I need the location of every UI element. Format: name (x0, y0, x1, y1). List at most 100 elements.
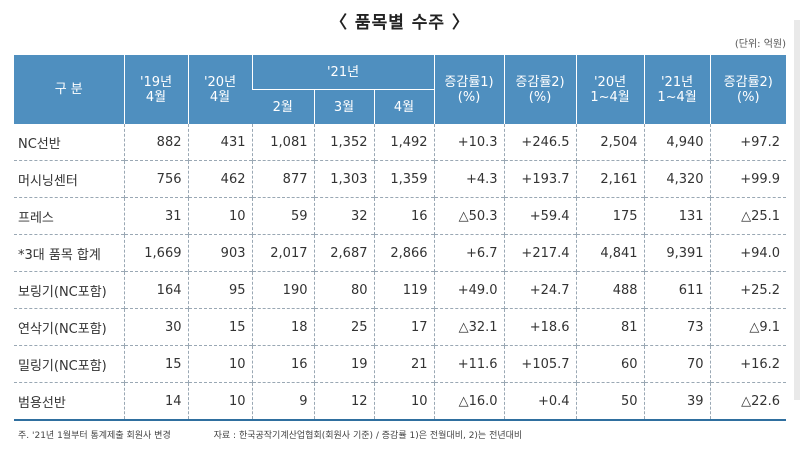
table-cell: 2,161 (575, 160, 645, 198)
table-cell: △25.1 (709, 197, 787, 235)
table-cell: 39 (643, 382, 711, 421)
header-21-jan-apr: '21년 1~4월 (643, 55, 711, 124)
table-cell: +97.2 (709, 124, 787, 161)
table-cell: 32 (313, 197, 374, 235)
header-chg1: 증감률1) (%) (433, 55, 505, 124)
table-cell: 16 (373, 197, 435, 235)
table-cell: 50 (575, 382, 645, 421)
row-label: 보링기(NC포함) (14, 271, 124, 309)
table-cell: 1,492 (373, 124, 435, 161)
table-cell: 10 (373, 382, 435, 421)
row-label: *3대 품목 합계 (14, 234, 124, 272)
table-cell: 59 (251, 197, 314, 235)
table-cell: +246.5 (503, 124, 577, 161)
table-cell: +6.7 (433, 234, 505, 272)
footer-note: 주. '21년 1월부터 통계제출 회원사 변경 (18, 431, 171, 441)
table-cell: 4,320 (643, 160, 711, 198)
table-cell: +193.7 (503, 160, 577, 198)
table-row: *3대 품목 합계 1,669 903 2,017 2,687 2,866 +6.7 +217… (14, 234, 787, 272)
table-cell: 2,017 (251, 234, 314, 272)
table-cell: 4,940 (643, 124, 711, 161)
header-19-apr: '19년 4월 (123, 55, 188, 124)
table-cell: +217.4 (503, 234, 577, 272)
header-chg3: 증감률2) (%) (709, 55, 787, 124)
table-cell: 18 (251, 308, 314, 346)
table-cell: 903 (187, 234, 252, 272)
header-feb: 2월 (252, 89, 314, 124)
table-cell: 164 (123, 271, 188, 309)
table-cell: 131 (643, 197, 711, 235)
table-cell: 95 (187, 271, 252, 309)
header-21-group: '21년 (251, 55, 435, 90)
table-row: 프레스 31 10 59 32 16 △50.3 +59.4 175 131 △25.1 (14, 197, 787, 235)
table-cell: 190 (251, 271, 314, 309)
table-cell: 877 (251, 160, 314, 198)
table-cell: +11.6 (433, 345, 505, 383)
table-body: NC선반 882 431 1,081 1,352 1,492 +10.3 +246.5 2,50… (14, 124, 787, 421)
table-cell: 10 (187, 345, 252, 383)
table-cell: 431 (187, 124, 252, 161)
table-cell: 1,669 (123, 234, 188, 272)
table-cell: 21 (373, 345, 435, 383)
row-label: 프레스 (14, 197, 124, 235)
table-cell: 10 (187, 382, 252, 421)
table-cell: 30 (123, 308, 188, 346)
table-cell: +18.6 (503, 308, 577, 346)
table-row: 범용선반 14 10 9 12 10 △16.0 +0.4 50 39 △22.6 (14, 382, 787, 421)
header-chg3-text: 증감률2) (%) (723, 74, 773, 105)
table-cell: 2,866 (373, 234, 435, 272)
table-cell: 12 (313, 382, 374, 421)
row-label: 범용선반 (14, 382, 124, 421)
row-label: 연삭기(NC포함) (14, 308, 124, 346)
header-19-apr-text: '19년 4월 (139, 74, 173, 105)
table-cell: △16.0 (433, 382, 505, 421)
table-cell: 17 (373, 308, 435, 346)
table-row: 보링기(NC포함) 164 95 190 80 119 +49.0 +24.7 488 611 +2… (14, 271, 787, 309)
header-20-apr: '20년 4월 (187, 55, 252, 124)
table-cell: 31 (123, 197, 188, 235)
table-title: 〈 품목별 수주 〉 (330, 13, 470, 33)
table-cell: 60 (575, 345, 645, 383)
table-cell: 9,391 (643, 234, 711, 272)
table-cell: +16.2 (709, 345, 787, 383)
table-cell: △50.3 (433, 197, 505, 235)
table-cell: 4,841 (575, 234, 645, 272)
footer-source: 자료 : 한국공작기계산업협회(회원사 기준) / 증감률 1)은 전월대비, … (213, 431, 523, 441)
table-cell: 14 (123, 382, 188, 421)
table-cell: 15 (187, 308, 252, 346)
table-cell: 19 (313, 345, 374, 383)
table-cell: +99.9 (709, 160, 787, 198)
table-cell: △9.1 (709, 308, 787, 346)
table-cell: +4.3 (433, 160, 505, 198)
table-cell: 1,303 (313, 160, 374, 198)
table-cell: 9 (251, 382, 314, 421)
table-cell: 1,081 (251, 124, 314, 161)
orders-table: 구 분 '19년 4월 '20년 4월 '21년 증감률1) (%) 증감률2)… (14, 55, 787, 421)
table-cell: 15 (123, 345, 188, 383)
header-20-apr-text: '20년 4월 (203, 74, 237, 105)
header-chg1-text: 증감률1) (%) (444, 74, 494, 105)
table-cell: 81 (575, 308, 645, 346)
unit-label: (단위: 억원) (734, 39, 786, 50)
row-label: 밀링기(NC포함) (14, 345, 124, 383)
page-edge (794, 20, 800, 400)
table-cell: 462 (187, 160, 252, 198)
table-cell: 10 (187, 197, 252, 235)
table-cell: 1,359 (373, 160, 435, 198)
footer: 주. '21년 1월부터 통계제출 회원사 변경 자료 : 한국공작기계산업협회… (18, 428, 562, 441)
row-label: 머시닝센터 (14, 160, 124, 198)
table-cell: +59.4 (503, 197, 577, 235)
table-cell: 25 (313, 308, 374, 346)
table-cell: +0.4 (503, 382, 577, 421)
table-cell: +24.7 (503, 271, 577, 309)
table-row: 연삭기(NC포함) 30 15 18 25 17 △32.1 +18.6 81 73 △9.1 (14, 308, 787, 346)
table-cell: △22.6 (709, 382, 787, 421)
table-cell: +105.7 (503, 345, 577, 383)
table-cell: 2,504 (575, 124, 645, 161)
header-20-jan-apr-text: '20년 1~4월 (590, 74, 630, 105)
table-cell: 488 (575, 271, 645, 309)
table-cell: +25.2 (709, 271, 787, 309)
table-cell: +94.0 (709, 234, 787, 272)
header-chg2-text: 증감률2) (%) (515, 74, 565, 105)
header-mar: 3월 (313, 89, 374, 124)
